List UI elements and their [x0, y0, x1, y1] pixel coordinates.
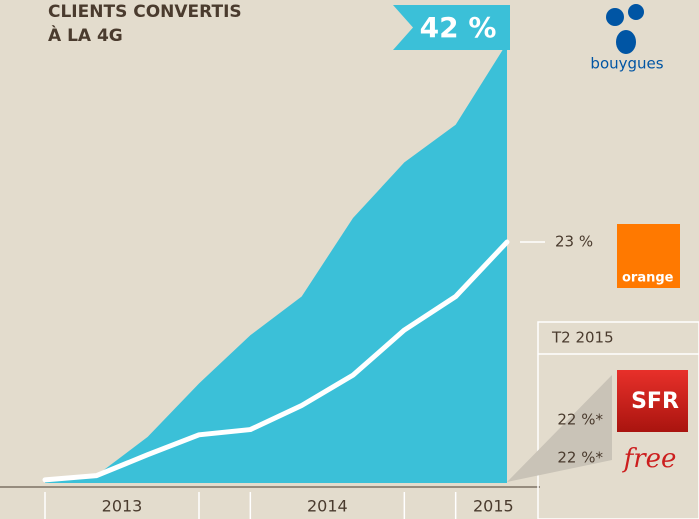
line: [42, 239, 510, 483]
x-tick-label: 2014: [307, 497, 348, 516]
title-line: À LA 4G: [48, 24, 123, 46]
orange-logo: [617, 224, 680, 288]
free-logo-text: free: [622, 444, 677, 474]
free-value: 22 %*: [557, 449, 603, 467]
sfr-logo-text: SFR: [631, 389, 679, 414]
value-label: 42 %: [420, 11, 497, 44]
sfr-logo: [617, 370, 688, 432]
svg-text:bouygues: bouygues: [590, 55, 663, 73]
value-banner: [393, 5, 510, 50]
title-line: CLIENTS CONVERTIS: [48, 2, 242, 22]
sfr-value: 22 %*: [557, 411, 603, 429]
x-tick-label: 2013: [102, 497, 143, 516]
others-title: T2 2015: [551, 329, 614, 347]
value-label: 23 %: [555, 233, 593, 251]
x-tick-label: 2015: [473, 497, 514, 516]
bouygues-logo: bouygues: [590, 4, 664, 73]
orange-logo-text: orange: [622, 271, 674, 286]
area: [45, 43, 507, 483]
others-box: [537, 321, 699, 519]
connector: [507, 375, 612, 482]
